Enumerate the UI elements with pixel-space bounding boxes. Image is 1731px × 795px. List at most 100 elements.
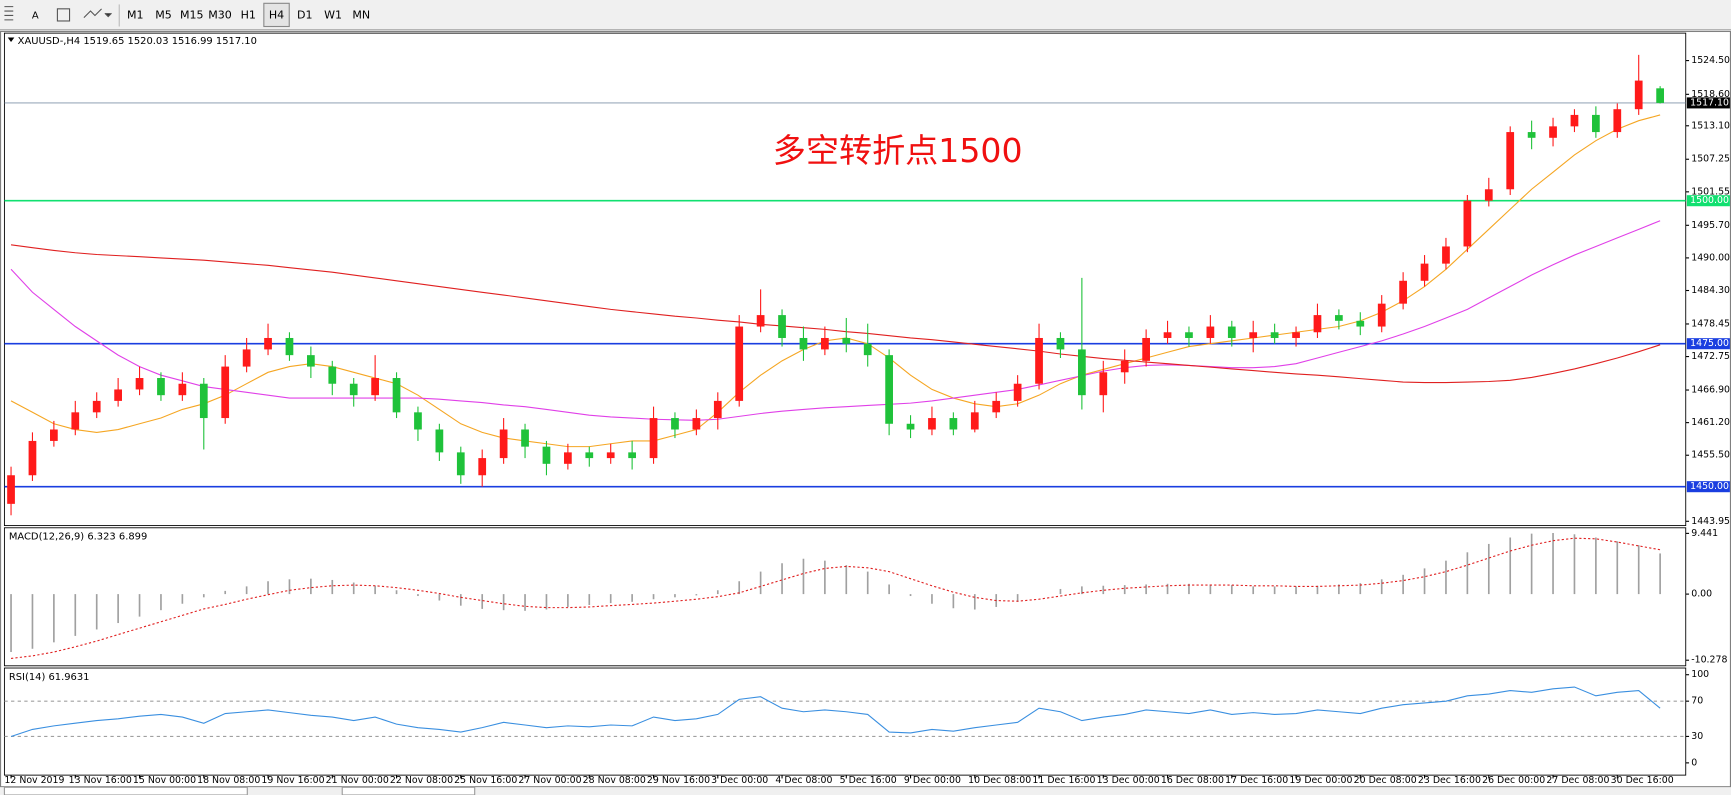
y-tick-label: 30 bbox=[1691, 731, 1703, 742]
tab-bar bbox=[0, 787, 1731, 795]
timeframe-button[interactable]: D1 bbox=[297, 8, 313, 21]
y-tick-label: 0.00 bbox=[1691, 589, 1712, 600]
candle-body bbox=[1013, 383, 1022, 401]
header-arrow bbox=[7, 37, 15, 42]
candle-body bbox=[1634, 80, 1643, 110]
candle-body bbox=[928, 418, 936, 430]
candle-body bbox=[1056, 337, 1065, 350]
y-tick-label: 1524.50 bbox=[1691, 55, 1730, 66]
candle-body bbox=[842, 337, 851, 344]
x-tick-label: 12 Nov 2019 bbox=[4, 775, 64, 786]
dropdown-icon bbox=[104, 12, 112, 18]
price-level-label: 1450.00 bbox=[1690, 481, 1729, 492]
text-tool[interactable]: A bbox=[32, 10, 39, 21]
tab[interactable] bbox=[341, 786, 476, 795]
x-tick-label: 29 Nov 16:00 bbox=[647, 775, 710, 786]
candle-body bbox=[157, 378, 165, 396]
candle-body bbox=[1227, 326, 1236, 338]
x-tick-label: 5 Dec 16:00 bbox=[840, 775, 897, 786]
candle-body bbox=[564, 452, 572, 464]
timeframe-button[interactable]: M30 bbox=[208, 8, 232, 21]
x-tick-label: 23 Dec 16:00 bbox=[1418, 775, 1481, 786]
moving-average bbox=[10, 244, 1661, 384]
tab[interactable] bbox=[3, 786, 248, 795]
candle-body bbox=[1463, 200, 1472, 247]
candle-body bbox=[50, 429, 58, 441]
candle-body bbox=[456, 452, 465, 476]
candle-body bbox=[1420, 263, 1429, 281]
y-tick-label: 1490.00 bbox=[1691, 252, 1730, 263]
candle-body bbox=[1206, 326, 1215, 338]
x-tick-label: 11 Dec 16:00 bbox=[1032, 775, 1095, 786]
panel-frame bbox=[3, 667, 1687, 776]
annotation: 多空转折点1500 bbox=[773, 131, 1023, 170]
y-tick-label: 1461.20 bbox=[1691, 417, 1730, 428]
candle-body bbox=[692, 418, 701, 430]
candle-body bbox=[821, 337, 829, 350]
timeframe-button[interactable]: MN bbox=[352, 8, 370, 21]
candle-body bbox=[199, 383, 208, 419]
candle-body bbox=[542, 446, 551, 464]
x-tick-label: 28 Nov 08:00 bbox=[583, 775, 646, 786]
candle-body bbox=[285, 337, 294, 356]
timeframe-buttons: M1 M5 M15 M30 H1 H4 D1 W1 MN bbox=[127, 2, 370, 28]
candle-body bbox=[735, 326, 744, 401]
y-tick-label: 1466.90 bbox=[1691, 385, 1730, 396]
candle-body bbox=[114, 389, 122, 401]
menu-icon bbox=[4, 6, 14, 21]
x-tick-label: 13 Dec 00:00 bbox=[1097, 775, 1160, 786]
plot: 1524.50 1518.60 1513.10 1507.25 1501.55 1495.… bbox=[3, 32, 1730, 786]
bottom-tabs bbox=[0, 786, 1731, 795]
candle-body bbox=[1035, 337, 1043, 384]
candle-body bbox=[1549, 126, 1557, 138]
candle-body bbox=[1442, 246, 1450, 264]
x-tick-label: 13 Nov 16:00 bbox=[69, 775, 132, 786]
x-tick-label: 3 Dec 00:00 bbox=[711, 775, 768, 786]
candle-body bbox=[414, 412, 422, 430]
candle-body bbox=[713, 400, 722, 419]
timeframe-button[interactable]: M1 bbox=[127, 8, 144, 21]
candle-body bbox=[1656, 88, 1664, 103]
candle-body bbox=[221, 366, 230, 419]
x-tick-label: 4 Dec 08:00 bbox=[775, 775, 832, 786]
timeframe-button[interactable]: M5 bbox=[155, 8, 172, 21]
candle-body bbox=[1078, 349, 1086, 396]
candle-body bbox=[242, 349, 251, 367]
candle-body bbox=[671, 418, 679, 430]
timeframe-button[interactable]: H4 bbox=[269, 8, 284, 21]
x-tick-label: 17 Dec 16:00 bbox=[1225, 775, 1288, 786]
x-tick-label: 27 Dec 08:00 bbox=[1546, 775, 1609, 786]
y-tick-label: 1443.95 bbox=[1691, 516, 1730, 527]
x-tick-label: 27 Nov 00:00 bbox=[518, 775, 581, 786]
x-tick-label: 19 Dec 00:00 bbox=[1289, 775, 1352, 786]
y-tick-label: 1518.60 bbox=[1691, 89, 1730, 100]
timeframe-button[interactable]: H1 bbox=[241, 8, 256, 21]
candle-body bbox=[606, 452, 615, 459]
moving-average bbox=[10, 220, 1661, 421]
timeframe-button[interactable]: M15 bbox=[180, 8, 204, 21]
candle-body bbox=[1592, 114, 1600, 133]
candle-body bbox=[521, 429, 529, 447]
x-tick-label: 10 Dec 08:00 bbox=[968, 775, 1031, 786]
candle-body bbox=[1613, 109, 1622, 133]
candle-body bbox=[1270, 332, 1279, 338]
x-tick-label: 30 Dec 16:00 bbox=[1611, 775, 1674, 786]
price-level-label: 1500.00 bbox=[1690, 195, 1729, 206]
y-tick-label: 1495.70 bbox=[1691, 220, 1730, 231]
candle-body bbox=[1356, 320, 1365, 327]
macd-header: MACD(12,26,9) 6.323 6.899 bbox=[9, 532, 147, 543]
y-tick-label: 1472.75 bbox=[1691, 351, 1730, 362]
timeframe-button[interactable]: W1 bbox=[324, 8, 342, 21]
candle-body bbox=[1335, 315, 1343, 321]
candle-body bbox=[1570, 114, 1579, 127]
x-tick-label: 15 Nov 00:00 bbox=[133, 775, 196, 786]
price-level-box bbox=[1686, 338, 1730, 350]
candle-body bbox=[992, 400, 1001, 413]
x-tick-label: 25 Nov 16:00 bbox=[454, 775, 517, 786]
candle-body bbox=[264, 337, 272, 350]
price-level-box bbox=[1686, 481, 1730, 493]
candle-body bbox=[863, 343, 872, 356]
candle-body bbox=[1142, 337, 1150, 361]
candle-body bbox=[92, 400, 101, 413]
